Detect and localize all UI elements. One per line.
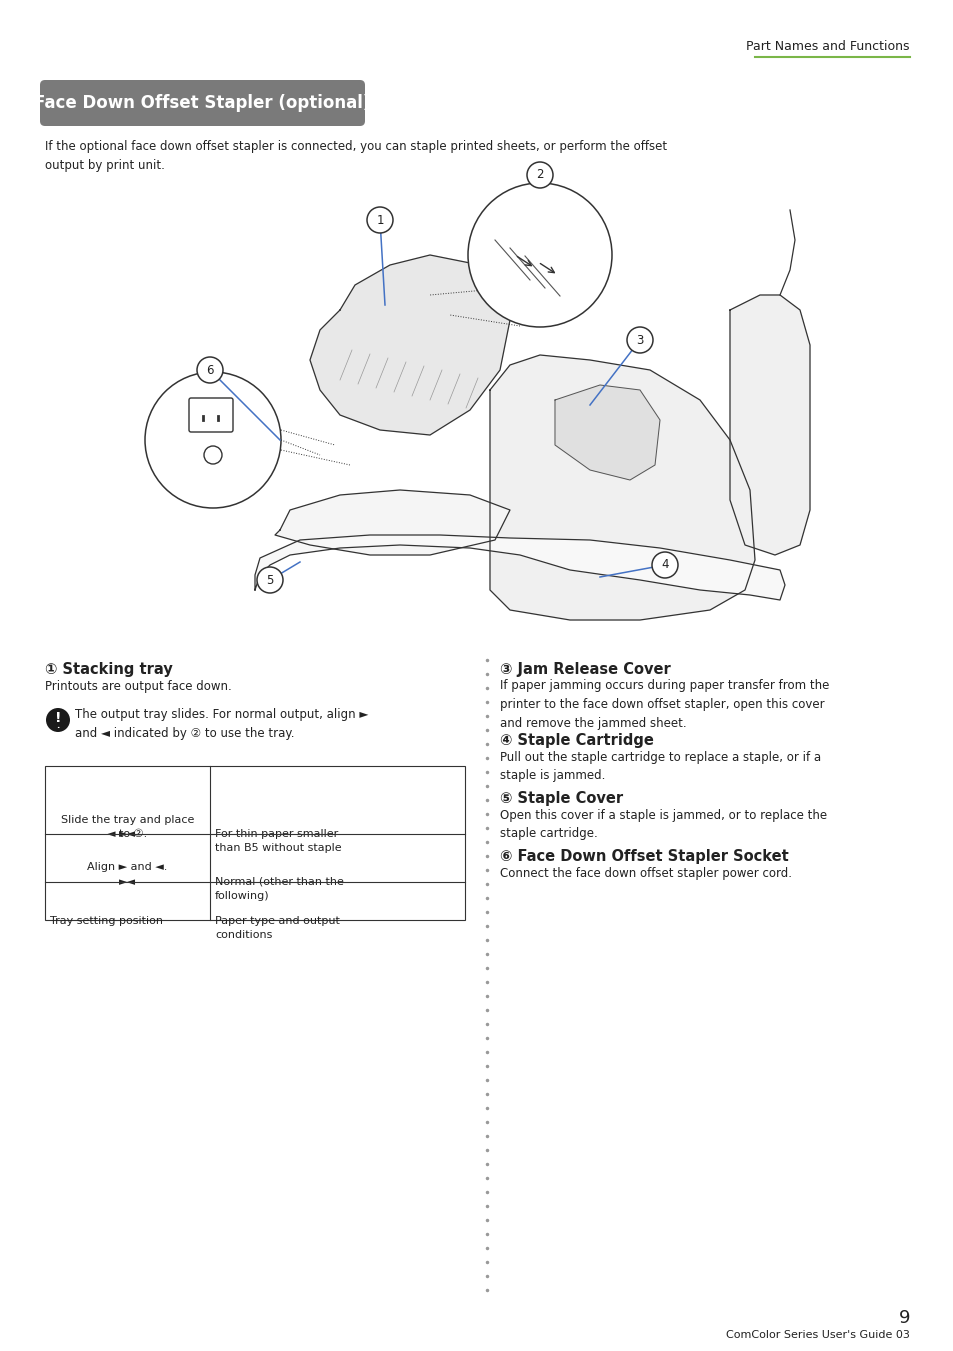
Text: .: . [56,720,59,730]
Text: !: ! [54,711,61,725]
Polygon shape [274,490,510,555]
Text: ④ Staple Cartridge: ④ Staple Cartridge [499,734,653,748]
Circle shape [256,567,283,593]
Text: 3: 3 [636,334,643,346]
FancyBboxPatch shape [40,80,365,126]
Circle shape [526,162,553,188]
Text: ⑥ Face Down Offset Stapler Socket: ⑥ Face Down Offset Stapler Socket [499,850,788,865]
Text: 6: 6 [206,363,213,377]
Polygon shape [254,535,784,600]
Text: Part Names and Functions: Part Names and Functions [745,41,909,54]
Polygon shape [310,255,510,435]
FancyBboxPatch shape [189,399,233,432]
Text: For thin paper smaller
than B5 without staple: For thin paper smaller than B5 without s… [214,830,341,852]
Circle shape [46,708,70,732]
Text: The output tray slides. For normal output, align ►
and ◄ indicated by ② to use t: The output tray slides. For normal outpu… [75,708,368,740]
Text: ►◄: ►◄ [119,877,136,888]
Circle shape [145,372,281,508]
Text: 9: 9 [898,1309,909,1327]
Text: 1: 1 [375,213,383,227]
Circle shape [626,327,652,353]
Text: ⑤ Staple Cover: ⑤ Staple Cover [499,792,622,807]
Circle shape [651,553,678,578]
Text: 2: 2 [536,169,543,181]
Text: Normal (other than the
following): Normal (other than the following) [214,877,343,901]
Circle shape [196,357,223,382]
Circle shape [468,182,612,327]
Polygon shape [490,355,754,620]
Text: Paper type and output
conditions: Paper type and output conditions [214,916,339,940]
Text: Pull out the staple cartridge to replace a staple, or if a
staple is jammed.: Pull out the staple cartridge to replace… [499,751,821,782]
Text: If paper jamming occurs during paper transfer from the
printer to the face down : If paper jamming occurs during paper tra… [499,680,828,730]
Text: ►◄: ►◄ [119,830,136,839]
Text: If the optional face down offset stapler is connected, you can staple printed sh: If the optional face down offset stapler… [45,141,666,172]
Text: Slide the tray and place
◄ to ②.: Slide the tray and place ◄ to ②. [61,815,194,839]
Text: Tray setting position: Tray setting position [50,916,163,925]
Text: 4: 4 [660,558,668,571]
Text: 5: 5 [266,574,274,586]
Text: ComColor Series User's Guide 03: ComColor Series User's Guide 03 [725,1329,909,1340]
Polygon shape [555,385,659,480]
Text: Open this cover if a staple is jammed, or to replace the
staple cartridge.: Open this cover if a staple is jammed, o… [499,808,826,840]
Polygon shape [729,295,809,555]
Circle shape [367,207,393,232]
Text: Face Down Offset Stapler (optional): Face Down Offset Stapler (optional) [34,95,371,112]
Text: Printouts are output face down.: Printouts are output face down. [45,680,232,693]
Text: Connect the face down offset stapler power cord.: Connect the face down offset stapler pow… [499,866,791,880]
Bar [45,766,464,920]
Text: Align ► and ◄.: Align ► and ◄. [88,862,168,871]
Text: ③ Jam Release Cover: ③ Jam Release Cover [499,662,670,677]
Text: ① Stacking tray: ① Stacking tray [45,662,172,677]
